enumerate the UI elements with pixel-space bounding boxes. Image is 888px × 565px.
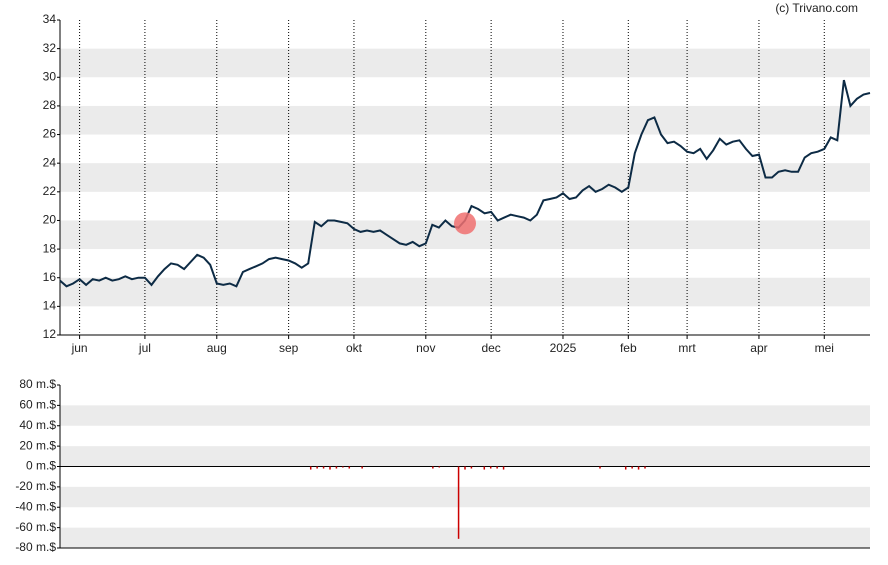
grid-band (60, 48, 870, 78)
y-tick-label: 14 (43, 299, 57, 313)
y-tick-label: 60 m.$ (19, 398, 56, 412)
x-tick-label: 2025 (550, 341, 577, 355)
volume-bar (348, 466, 351, 469)
y-tick-label: -80 m.$ (15, 540, 56, 554)
volume-bar (631, 466, 633, 469)
volume-bar (335, 466, 338, 469)
x-tick-label: mei (815, 341, 834, 355)
grid-band (60, 446, 870, 467)
volume-bar (329, 466, 331, 470)
y-tick-label: 16 (43, 270, 57, 284)
grid-band (60, 405, 870, 426)
y-tick-label: 20 (43, 213, 57, 227)
volume-bar (432, 466, 434, 469)
volume-bar (361, 466, 363, 469)
y-tick-label: 40 m.$ (19, 418, 56, 432)
x-tick-label: dec (481, 341, 500, 355)
volume-bar (322, 466, 325, 469)
y-tick-label: 20 m.$ (19, 438, 56, 452)
volume-bar (496, 466, 498, 469)
grid-band (60, 163, 870, 192)
x-tick-label: mrt (678, 341, 696, 355)
grid-band (60, 105, 870, 135)
volume-bar (483, 466, 486, 470)
grid-band (60, 527, 870, 548)
y-tick-label: 26 (43, 127, 57, 141)
x-tick-label: nov (416, 341, 435, 355)
credit: (c) Trivano.com (775, 1, 858, 15)
highlight-marker (454, 212, 476, 235)
x-tick-label: jun (71, 341, 88, 355)
y-tick-label: 32 (43, 41, 57, 55)
y-tick-label: 12 (43, 327, 57, 341)
volume-bar (624, 466, 627, 470)
volume-bar (316, 466, 318, 469)
y-tick-label: 22 (43, 184, 57, 198)
grid-band (60, 277, 870, 307)
grid-band (60, 486, 870, 508)
y-tick-label: 0 m.$ (26, 459, 56, 473)
y-tick-label: 80 m.$ (19, 377, 56, 391)
y-tick-label: 18 (43, 241, 57, 255)
x-tick-label: okt (346, 341, 363, 355)
x-tick-label: apr (750, 341, 767, 355)
volume-bar (464, 466, 466, 470)
y-tick-label: 30 (43, 69, 57, 83)
volume-bar (470, 466, 473, 469)
volume-bar (502, 466, 505, 470)
volume-bar (599, 466, 601, 469)
volume-bar (309, 466, 312, 470)
x-tick-label: sep (279, 341, 299, 355)
y-tick-label: 24 (43, 155, 57, 169)
y-tick-label: -20 m.$ (15, 479, 56, 493)
volume-bar (489, 466, 492, 469)
x-tick-label: feb (620, 341, 637, 355)
volume-bar (457, 466, 460, 539)
volume-bar (644, 466, 646, 469)
volume-bar (438, 466, 441, 468)
y-tick-label: -40 m.$ (15, 499, 56, 513)
y-tick-label: -60 m.$ (15, 520, 56, 534)
x-tick-label: aug (207, 341, 227, 355)
y-tick-label: 34 (43, 12, 57, 26)
volume-bar (637, 466, 640, 470)
volume-bar (342, 466, 344, 468)
x-tick-label: jul (138, 341, 151, 355)
y-tick-label: 28 (43, 98, 57, 112)
